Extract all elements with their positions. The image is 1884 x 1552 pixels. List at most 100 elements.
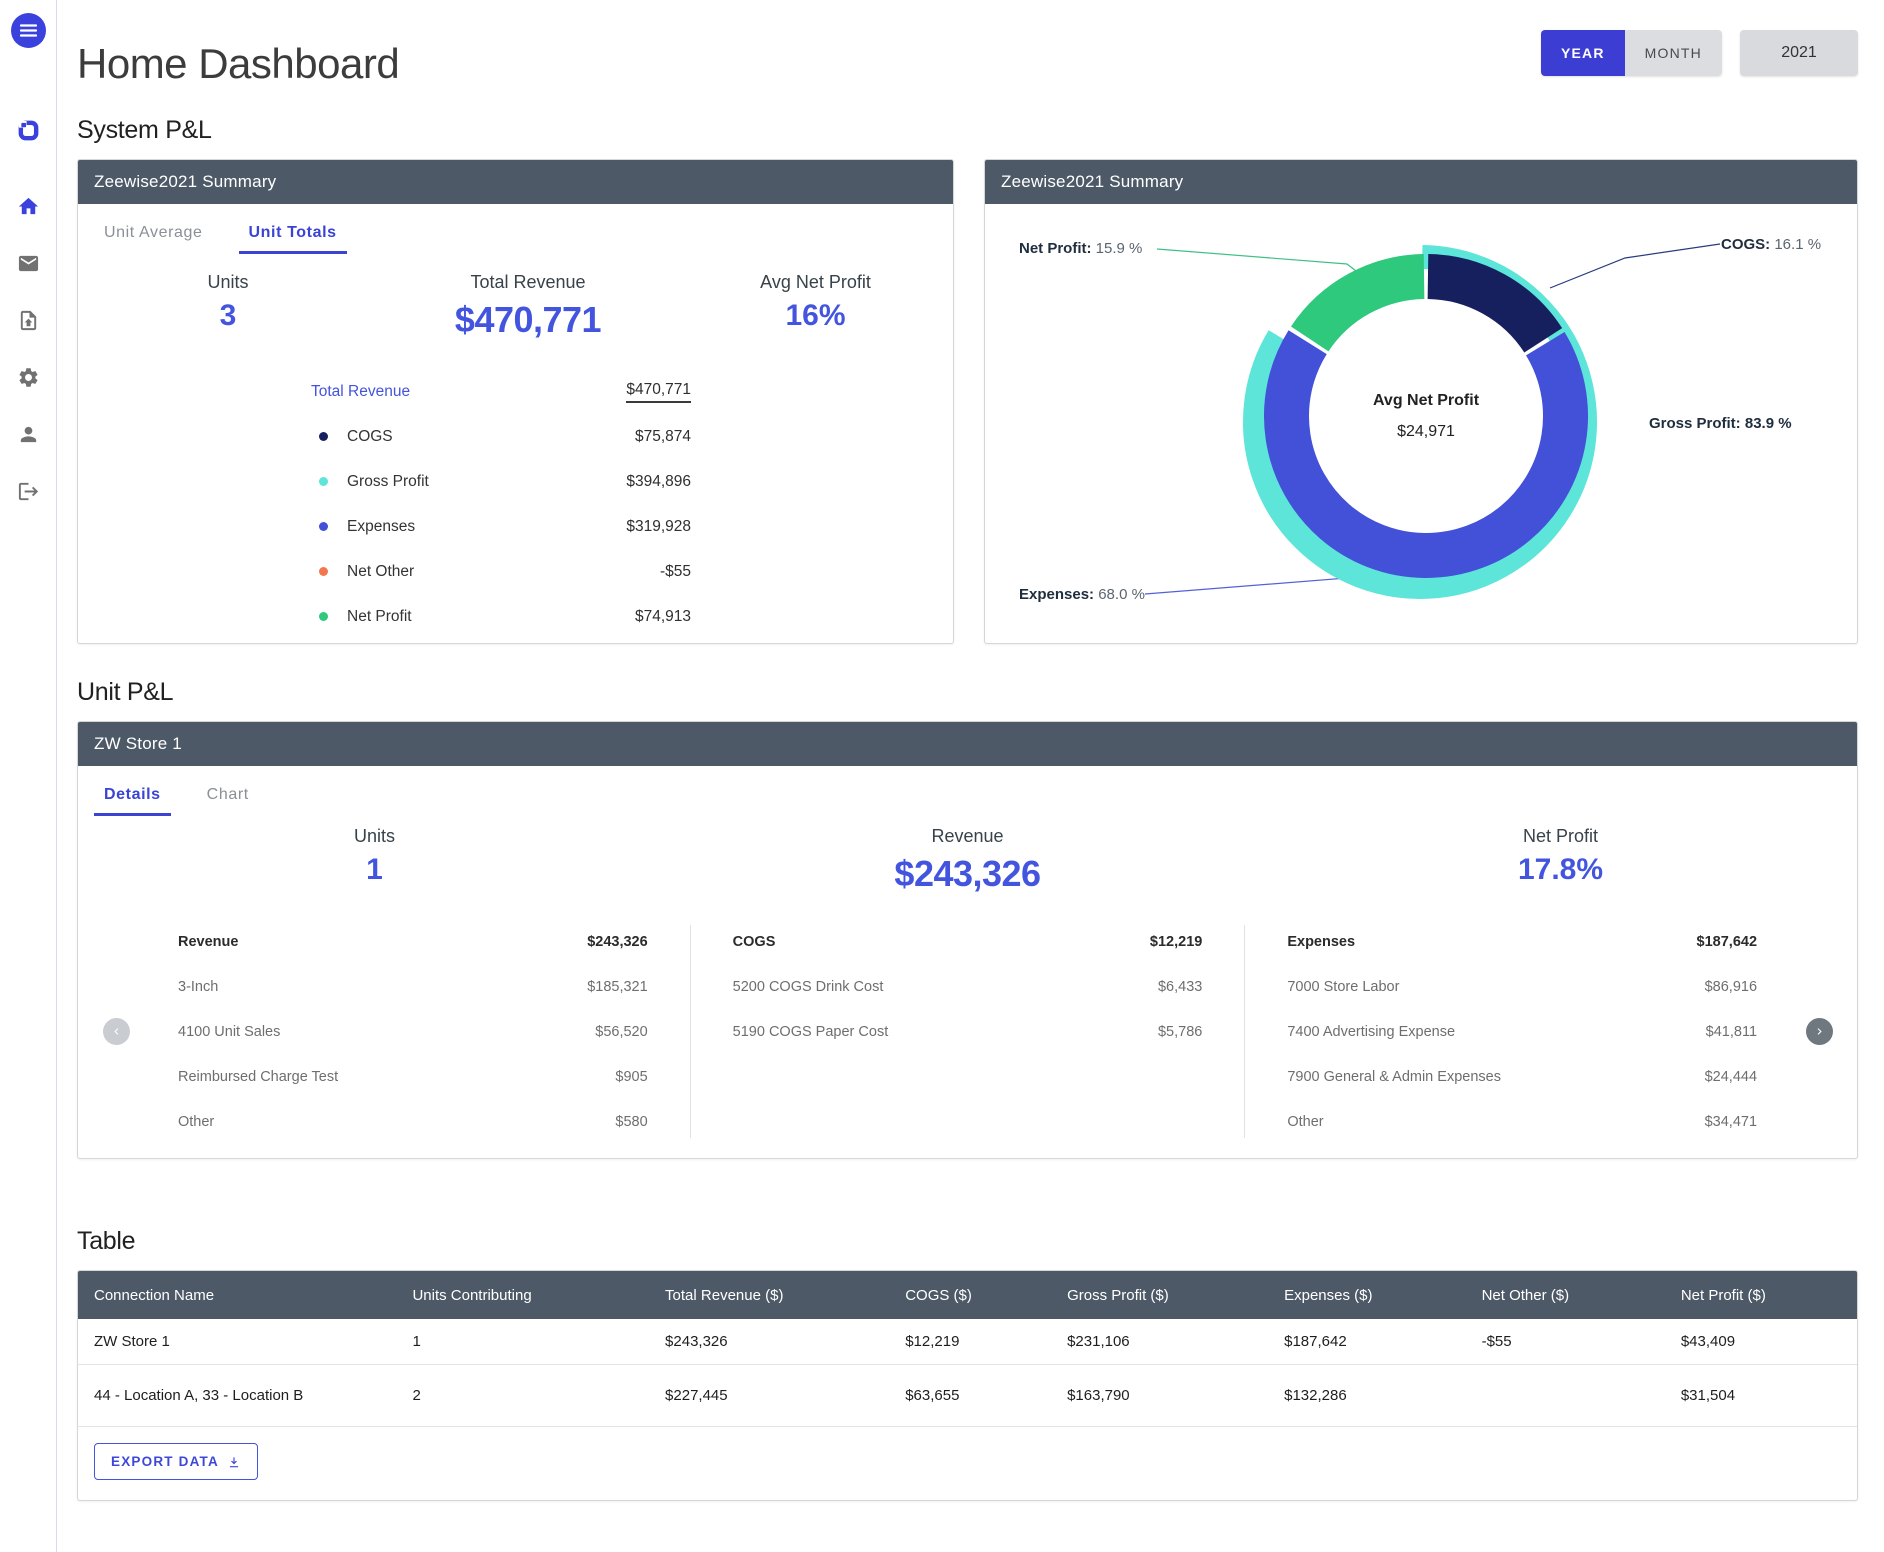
unit-units-value: 1	[366, 853, 383, 886]
unit-net-profit-label: Net Profit	[1522, 826, 1599, 846]
data-table-card: Connection Name Units Contributing Total…	[77, 1270, 1858, 1501]
donut-segment-cogs[interactable]	[1426, 254, 1563, 354]
year-toggle-button[interactable]: YEAR	[1540, 30, 1625, 76]
total-revenue-value: $470,771	[454, 299, 602, 340]
system-chart-card: Zeewise2021 Summary Net Profit: 15.9 % C…	[984, 159, 1858, 644]
list-item: Net Other -$55	[311, 549, 691, 594]
table-header-row: Connection Name Units Contributing Total…	[78, 1271, 1857, 1319]
donut-center-label: Avg Net Profit	[1372, 392, 1480, 409]
chart-label-net-profit: Net Profit: 15.9 %	[1019, 240, 1143, 257]
cogs-leader-line	[1549, 243, 1721, 289]
col-total-revenue: Total Revenue ($)	[665, 1286, 784, 1304]
user-profile-icon[interactable]	[16, 422, 40, 446]
col-net-profit: Net Profit ($)	[1680, 1286, 1766, 1304]
system-pl-heading: System P&L	[77, 116, 212, 144]
cogs-column: COGS $12,219 5200 COGS Drink Cost $6,433 5…	[691, 919, 1245, 1144]
avg-net-profit-label: Avg Net Profit	[760, 272, 871, 292]
table-row: 44 - Location A, 33 - Location B 2 $227,…	[78, 1365, 1857, 1427]
unit-units-label: Units	[353, 826, 395, 846]
sidebar	[0, 0, 57, 1552]
col-connection-name: Connection Name	[94, 1286, 215, 1304]
chart-label-cogs: COGS: 16.1 %	[1721, 236, 1822, 253]
settings-gear-icon[interactable]	[16, 365, 40, 389]
list-item: Total Revenue $470,771	[311, 369, 691, 414]
chart-label-gross-profit: Gross Profit: 83.9 %	[1649, 415, 1792, 432]
home-icon[interactable]	[16, 194, 40, 218]
list-item: Net Profit $74,913	[311, 594, 691, 639]
topbar: Home Dashboard YEAR MONTH 2021	[77, 26, 1858, 88]
table-row: ZW Store 1 1 $243,326 $12,219 $231,106 $…	[78, 1319, 1857, 1365]
total-revenue-link[interactable]: Total Revenue	[311, 382, 411, 400]
column-header: COGS $12,219	[732, 933, 1203, 950]
donut-center-value: $24,971	[1397, 423, 1455, 440]
list-item: 7900 General & Admin Expenses $24,444	[1287, 1068, 1758, 1085]
net-profit-amount: $74,913	[634, 607, 691, 625]
donut-chart: Net Profit: 15.9 % COGS: 16.1 % Gross Pr…	[985, 204, 1857, 643]
net-profit-leader-line	[1156, 248, 1361, 275]
list-item: Expenses $319,928	[311, 504, 691, 549]
file-upload-icon[interactable]	[16, 308, 40, 332]
expenses-legend-dot	[319, 522, 328, 531]
system-summary-card-title: Zeewise2021 Summary	[78, 160, 953, 204]
logout-icon[interactable]	[16, 479, 40, 503]
gross-profit-legend-dot	[319, 477, 328, 486]
unit-card-title: ZW Store 1	[78, 722, 1857, 766]
avg-net-profit-value: 16%	[785, 299, 846, 332]
gross-profit-amount: $394,896	[626, 472, 691, 490]
year-selector[interactable]: 2021	[1740, 30, 1858, 76]
app-logo-icon[interactable]	[16, 118, 40, 142]
unit-pl-heading: Unit P&L	[77, 678, 174, 706]
net-profit-legend-dot	[319, 612, 328, 621]
export-data-button[interactable]: EXPORT DATA	[94, 1443, 258, 1480]
units-value: 3	[219, 299, 237, 332]
list-item: 7400 Advertising Expense $41,811	[1287, 1023, 1758, 1040]
list-item: Gross Profit $394,896	[311, 459, 691, 504]
expenses-column: Expenses $187,642 7000 Store Labor $86,916…	[1245, 919, 1799, 1144]
donut-segment-expenses[interactable]	[1264, 330, 1588, 578]
total-revenue-amount: $470,771	[626, 381, 691, 403]
col-units-contributing: Units Contributing	[412, 1286, 532, 1304]
tab-details[interactable]: Details	[94, 778, 171, 816]
period-toggle: YEAR MONTH	[1540, 30, 1722, 76]
tab-unit-average[interactable]: Unit Average	[104, 224, 203, 241]
tab-unit-totals[interactable]: Unit Totals	[238, 216, 347, 254]
list-item: 7000 Store Labor $86,916	[1287, 978, 1758, 995]
net-other-amount: -$55	[659, 562, 691, 580]
unit-revenue-label: Revenue	[931, 826, 1004, 846]
column-header: Expenses $187,642	[1287, 933, 1758, 950]
system-stats: Units 3 Total Revenue $470,771 Avg Net P…	[78, 272, 953, 341]
net-profit-label: Net Profit	[347, 607, 412, 625]
list-item: Reimbursed Charge Test $905	[178, 1068, 648, 1085]
export-data-label: EXPORT DATA	[111, 1454, 219, 1469]
unit-revenue-value: $243,326	[894, 853, 1041, 894]
total-revenue-label: Total Revenue	[470, 272, 586, 292]
list-item: Other $580	[178, 1113, 648, 1130]
main-content: Home Dashboard YEAR MONTH 2021 System P&…	[57, 0, 1884, 1501]
cogs-amount: $75,874	[634, 427, 691, 445]
chart-label-expenses: Expenses: 68.0 %	[1019, 586, 1145, 603]
column-divider	[1244, 925, 1246, 1138]
next-arrow-button[interactable]	[1805, 1018, 1833, 1045]
col-cogs: COGS ($)	[905, 1286, 972, 1304]
col-gross-profit: Gross Profit ($)	[1067, 1286, 1169, 1304]
donut-segment-net-profit[interactable]	[1291, 254, 1426, 352]
donut-center-text: Avg Net Profit $24,971	[1326, 392, 1526, 441]
month-toggle-button[interactable]: MONTH	[1624, 30, 1722, 76]
gross-profit-label: Gross Profit	[347, 472, 429, 490]
tab-chart[interactable]: Chart	[206, 786, 249, 803]
column-header: Revenue $243,326	[178, 933, 648, 950]
list-item: COGS $75,874	[311, 414, 691, 459]
page-title: Home Dashboard	[77, 40, 400, 87]
list-item: 5190 COGS Paper Cost $5,786	[732, 1023, 1203, 1040]
pl-breakdown-list: Total Revenue $470,771 COGS $75,874 Gros…	[311, 369, 691, 639]
mail-icon[interactable]	[16, 251, 40, 275]
unit-net-profit-value: 17.8%	[1517, 853, 1604, 886]
prev-arrow-button[interactable]	[102, 1018, 130, 1045]
list-item: 5200 COGS Drink Cost $6,433	[732, 978, 1203, 995]
hamburger-menu-icon[interactable]	[10, 13, 46, 48]
column-divider	[689, 925, 691, 1138]
system-summary-tabs: Unit Average Unit Totals	[78, 216, 953, 254]
unit-detail-columns: Revenue $243,326 3-Inch $185,321 4100 Unit…	[78, 919, 1857, 1158]
list-item: 3-Inch $185,321	[178, 978, 648, 995]
